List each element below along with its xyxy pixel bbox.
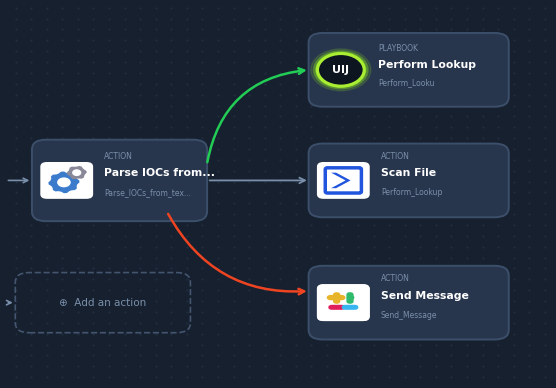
FancyBboxPatch shape: [40, 162, 93, 199]
Text: Send Message: Send Message: [381, 291, 469, 301]
Text: Perform_Lookup: Perform_Lookup: [381, 188, 442, 197]
FancyBboxPatch shape: [317, 284, 370, 321]
FancyBboxPatch shape: [333, 292, 340, 304]
Text: ACTION: ACTION: [104, 152, 133, 161]
Circle shape: [316, 52, 366, 87]
Circle shape: [58, 178, 70, 187]
FancyArrowPatch shape: [168, 214, 304, 294]
FancyBboxPatch shape: [346, 292, 354, 304]
Text: Parse IOCs from...: Parse IOCs from...: [104, 168, 215, 178]
FancyBboxPatch shape: [32, 140, 207, 221]
FancyBboxPatch shape: [328, 305, 345, 310]
FancyBboxPatch shape: [341, 305, 358, 310]
Text: Send_Message: Send_Message: [381, 310, 438, 320]
FancyArrowPatch shape: [210, 178, 305, 183]
Text: Parse_IOCs_from_tex...: Parse_IOCs_from_tex...: [104, 188, 191, 197]
Text: PLAYBOOK: PLAYBOOK: [378, 44, 418, 53]
Polygon shape: [331, 173, 351, 188]
FancyBboxPatch shape: [317, 162, 370, 199]
Text: ACTION: ACTION: [381, 152, 410, 161]
Circle shape: [314, 51, 368, 89]
Text: ACTION: ACTION: [381, 274, 410, 283]
FancyBboxPatch shape: [309, 266, 509, 340]
FancyBboxPatch shape: [309, 144, 509, 217]
Polygon shape: [67, 166, 87, 179]
FancyBboxPatch shape: [317, 284, 370, 321]
FancyArrowPatch shape: [207, 68, 304, 162]
FancyBboxPatch shape: [309, 33, 509, 107]
Text: UIJ: UIJ: [332, 65, 349, 75]
Circle shape: [317, 54, 364, 86]
Text: Perform_Looku: Perform_Looku: [378, 78, 435, 87]
Text: ⊕  Add an action: ⊕ Add an action: [59, 298, 146, 308]
Polygon shape: [48, 171, 80, 193]
Circle shape: [311, 49, 371, 91]
FancyBboxPatch shape: [327, 295, 345, 300]
Circle shape: [73, 170, 81, 175]
FancyBboxPatch shape: [347, 295, 355, 300]
Text: Perform Lookup: Perform Lookup: [378, 60, 476, 70]
Text: Scan File: Scan File: [381, 168, 436, 178]
